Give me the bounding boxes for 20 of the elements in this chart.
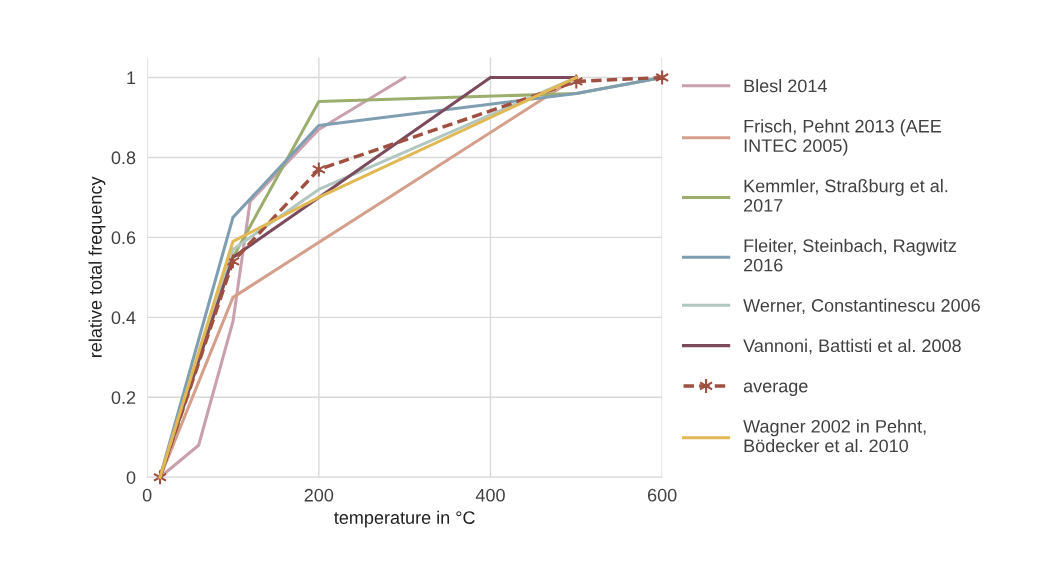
- legend-label: Vannoni, Battisti et al. 2008: [743, 338, 961, 355]
- y-axis-title: relative total frequency: [88, 176, 106, 357]
- legend-label: Frisch, Pehnt 2013 (AEE INTEC 2005): [744, 119, 942, 156]
- legend-label: Wagner 2002 in Pehnt, Bödecker et al. 2010: [743, 419, 926, 453]
- legend-label: Werner, Constantinescu 2006: [743, 298, 980, 314]
- legend-label: average: [743, 382, 808, 396]
- x-tick-label: 0: [142, 488, 152, 502]
- legend-label: Kemmler, Straßburg et al. 2017: [744, 179, 948, 212]
- legend-label: Fleiter, Steinbach, Ragwitz 2016: [744, 238, 956, 272]
- x-tick-label: 200: [304, 488, 334, 502]
- y-tick-label: 0.8: [111, 151, 136, 165]
- legend-label: Blesl 2014: [744, 79, 827, 93]
- y-tick-label: 0: [126, 471, 136, 484]
- x-tick-label: 400: [475, 488, 505, 502]
- y-tick-label: 0.4: [111, 311, 136, 325]
- x-tick-label: 600: [647, 488, 677, 502]
- y-tick-label: 1: [127, 71, 136, 85]
- y-tick-label: 0.6: [111, 231, 136, 245]
- y-tick-label: 0.2: [111, 391, 136, 405]
- x-axis-title: temperature in °C: [334, 510, 475, 528]
